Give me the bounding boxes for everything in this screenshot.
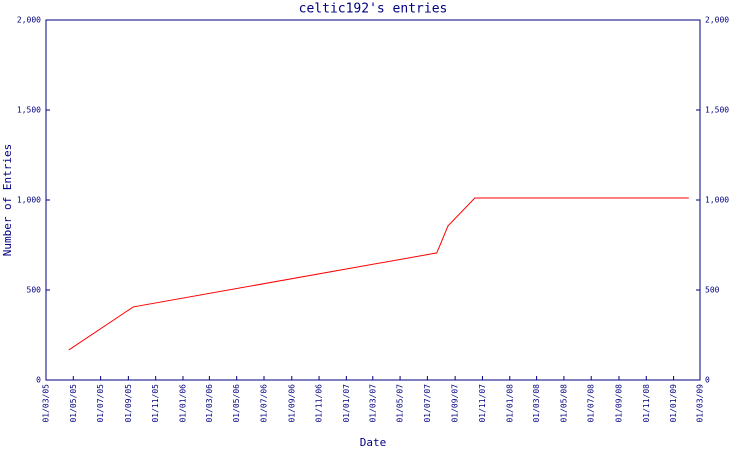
x-tick-label: 01/07/08 <box>587 384 596 423</box>
x-tick-label: 01/05/08 <box>559 384 568 423</box>
x-tick-label: 01/03/05 <box>42 384 51 423</box>
y2-tick-label: 1,000 <box>705 196 729 205</box>
x-tick-label: 01/11/08 <box>642 384 651 423</box>
x-tick-label: 01/05/05 <box>69 384 78 423</box>
x-tick-label: 01/07/06 <box>260 384 269 423</box>
x-tick-label: 01/03/07 <box>368 384 377 423</box>
x-tick-label: 01/03/09 <box>696 384 705 423</box>
x-tick-label: 01/09/07 <box>451 384 460 423</box>
data-line <box>68 197 689 351</box>
y-tick-label: 2,000 <box>17 16 41 25</box>
y2-tick-label: 500 <box>705 286 720 295</box>
x-tick-label: 01/11/07 <box>478 384 487 423</box>
x-tick-label: 01/05/06 <box>232 384 241 423</box>
y2-tick-label: 0 <box>705 376 710 385</box>
x-tick-label: 01/01/06 <box>178 384 187 423</box>
x-tick-label: 01/05/07 <box>396 384 405 423</box>
x-tick-label: 01/01/07 <box>342 384 351 423</box>
x-tick-label: 01/07/07 <box>423 384 432 423</box>
plot-frame <box>45 19 701 381</box>
y2-tick-label: 2,000 <box>705 16 729 25</box>
x-tick-label: 01/01/08 <box>505 384 514 423</box>
x-tick-label: 01/09/06 <box>287 384 296 423</box>
y-tick-label: 1,500 <box>17 106 41 115</box>
y-tick-label: 0 <box>36 376 41 385</box>
y-tick-label: 500 <box>27 286 42 295</box>
x-tick-label: 01/11/06 <box>315 384 324 423</box>
x-tick-label: 01/07/05 <box>96 384 105 423</box>
x-tick-label: 01/09/05 <box>124 384 133 423</box>
y-tick-label: 1,000 <box>17 196 41 205</box>
y2-tick-label: 1,500 <box>705 106 729 115</box>
x-axis-label: Date <box>360 436 387 449</box>
x-tick-label: 01/01/09 <box>669 384 678 423</box>
x-tick-label: 01/03/08 <box>532 384 541 423</box>
y-axis-label: Number of Entries <box>1 144 14 257</box>
x-tick-label: 01/03/06 <box>205 384 214 423</box>
x-tick-label: 01/09/08 <box>614 384 623 423</box>
x-tick-label: 01/11/05 <box>151 384 160 423</box>
chart-title: celtic192's entries <box>299 2 448 17</box>
